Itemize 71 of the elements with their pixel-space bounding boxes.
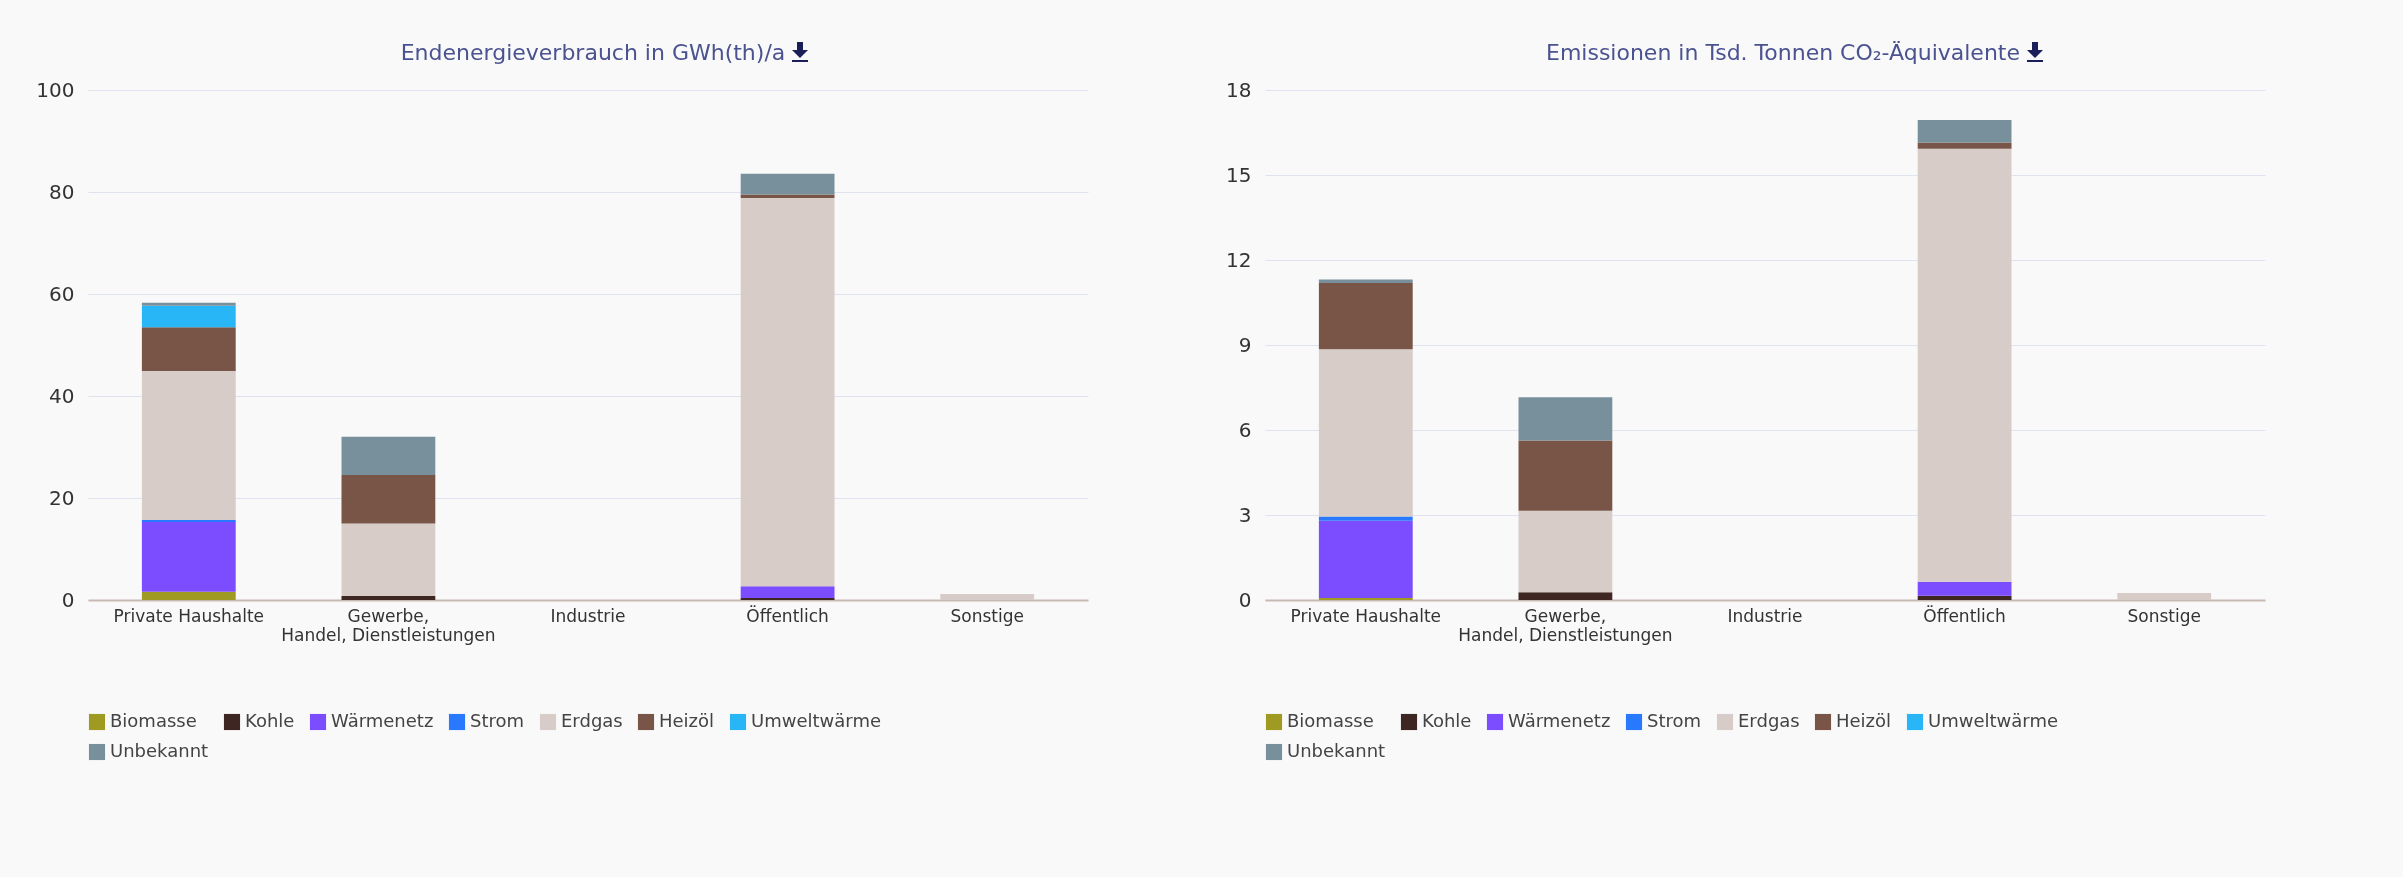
bar	[2117, 592, 2212, 600]
legend-label: Biomasse	[110, 710, 197, 731]
bar	[141, 591, 236, 600]
bar	[740, 173, 835, 195]
bar	[341, 436, 436, 476]
x-tick-label: Sonstige	[950, 605, 1024, 626]
y-tick-label: 6	[1238, 417, 1252, 442]
bar	[141, 327, 236, 372]
bar	[1318, 516, 1413, 521]
legend-label: Kohle	[245, 710, 295, 731]
y-tick-label: 40	[49, 383, 75, 408]
y-tick-label: 80	[49, 179, 75, 204]
y-tick-label: 0	[61, 587, 75, 612]
x-tick-label: Öffentlich	[1923, 604, 2006, 626]
x-tick-label: Gewerbe, Handel, Dienstleistungen	[1458, 605, 1673, 645]
legend-label: Erdgas	[1738, 710, 1800, 731]
y-tick-label: 100	[36, 77, 75, 102]
x-tick-label: Gewerbe, Handel, Dienstleistungen	[281, 605, 496, 645]
bar	[740, 597, 835, 600]
legend-label: Unbekannt	[1287, 740, 1386, 761]
chart-title: Endenergieverbrauch in GWh(th)/a	[400, 40, 786, 65]
y-tick-label: 9	[1238, 332, 1252, 357]
bar	[1318, 520, 1413, 599]
chart-title: Emissionen in Tsd. Tonnen CO₂-Äquivalente	[1545, 40, 2021, 65]
bar	[141, 519, 236, 522]
legend-label: Wärmenetz	[1508, 710, 1611, 731]
x-tick-label: Öffentlich	[746, 604, 829, 626]
x-tick-label: Industrie	[550, 605, 626, 626]
legend-label: Erdgas	[561, 710, 623, 731]
bar	[1518, 440, 1613, 511]
bar	[1318, 282, 1413, 350]
bar	[141, 371, 236, 520]
bar	[1917, 148, 2012, 582]
y-tick-label: 3	[1238, 502, 1252, 527]
bar	[1518, 592, 1613, 600]
legend-label: Strom	[1647, 710, 1702, 731]
y-tick-label: 18	[1226, 77, 1252, 102]
x-tick-label: Private Haushalte	[1290, 605, 1442, 626]
bar	[1318, 349, 1413, 517]
bar	[1518, 510, 1613, 593]
legend-label: Umweltwärme	[1928, 710, 2059, 731]
legend-label: Wärmenetz	[331, 710, 434, 731]
bar	[141, 521, 236, 592]
legend-label: Unbekannt	[110, 740, 209, 761]
y-tick-label: 12	[1226, 247, 1252, 272]
y-tick-label: 20	[49, 485, 75, 510]
legend-label: Kohle	[1422, 710, 1472, 731]
bar	[940, 593, 1035, 600]
legend-label: Heizöl	[659, 710, 715, 731]
bar	[1917, 595, 2012, 600]
bar	[341, 475, 436, 524]
bar	[1518, 397, 1613, 441]
y-tick-label: 15	[1226, 162, 1252, 187]
bar	[341, 595, 436, 600]
legend-label: Biomasse	[1287, 710, 1374, 731]
bar	[1917, 581, 2012, 596]
bar	[1917, 142, 2012, 149]
x-tick-label: Sonstige	[2127, 605, 2201, 626]
x-tick-label: Industrie	[1727, 605, 1803, 626]
bar	[141, 305, 236, 328]
bar	[141, 302, 236, 306]
bar	[341, 523, 436, 596]
bar	[1917, 120, 2012, 143]
legend-label: Heizöl	[1836, 710, 1892, 731]
bar	[740, 198, 835, 587]
legend-label: Strom	[470, 710, 525, 731]
legend-label: Umweltwärme	[751, 710, 882, 731]
bar	[740, 586, 835, 598]
y-tick-label: 60	[49, 281, 75, 306]
y-tick-label: 0	[1238, 587, 1252, 612]
x-tick-label: Private Haushalte	[113, 605, 265, 626]
